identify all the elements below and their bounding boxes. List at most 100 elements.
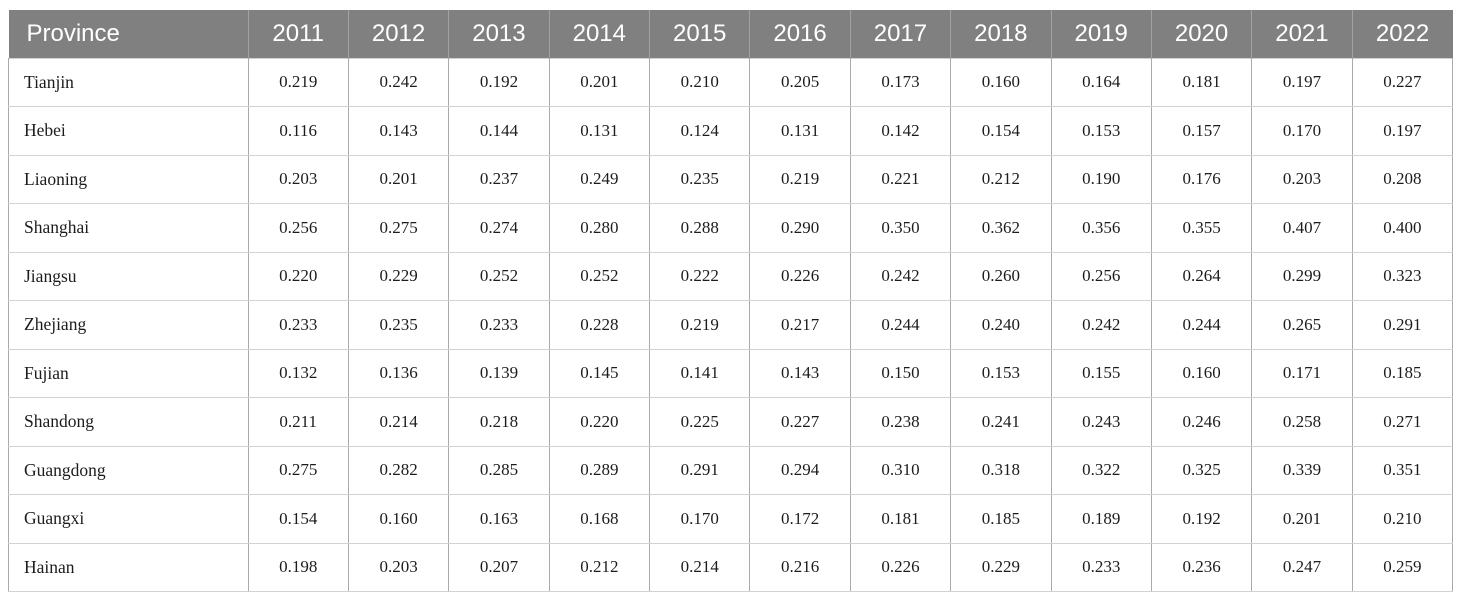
cell-hebei-2020: 0.157	[1150, 106, 1253, 156]
cell-jiangsu-2019: 0.256	[1050, 251, 1152, 301]
cell-shanghai-2020: 0.355	[1150, 203, 1253, 253]
header-cell-2016: 2016	[749, 10, 851, 58]
cell-shandong-2013: 0.218	[448, 397, 550, 447]
cell-guangdong-2014: 0.289	[548, 445, 651, 495]
cell-shanghai-2014: 0.280	[548, 203, 651, 253]
cell-jiangsu-2016: 0.226	[749, 251, 851, 301]
cell-hebei-2013: 0.144	[448, 106, 550, 156]
cell-liaoning-2020: 0.176	[1150, 154, 1253, 204]
row-label-liaoning: Liaoning	[8, 154, 249, 204]
cell-guangxi-2021: 0.201	[1251, 494, 1353, 544]
cell-guangxi-2013: 0.163	[448, 494, 550, 544]
row-label-hebei: Hebei	[8, 106, 249, 156]
cell-guangxi-2022: 0.210	[1351, 494, 1454, 544]
table-body: Tianjin 0.219 0.242 0.192 0.201 0.210 0.205 0.1…	[8, 57, 1454, 592]
cell-shanghai-2017: 0.350	[849, 203, 952, 253]
cell-tianjin-2020: 0.181	[1150, 57, 1253, 107]
cell-shandong-2014: 0.220	[548, 397, 651, 447]
cell-jiangsu-2015: 0.222	[648, 251, 751, 301]
cell-hebei-2019: 0.153	[1050, 106, 1152, 156]
cell-guangxi-2017: 0.181	[849, 494, 952, 544]
cell-tianjin-2017: 0.173	[849, 57, 952, 107]
cell-hainan-2015: 0.214	[648, 542, 751, 592]
cell-liaoning-2021: 0.203	[1251, 154, 1353, 204]
cell-tianjin-2014: 0.201	[548, 57, 651, 107]
cell-fujian-2015: 0.141	[648, 348, 751, 398]
cell-zhejiang-2017: 0.244	[849, 300, 952, 350]
cell-jiangsu-2021: 0.299	[1251, 251, 1353, 301]
cell-guangdong-2012: 0.282	[347, 445, 450, 495]
cell-hebei-2022: 0.197	[1351, 106, 1454, 156]
cell-shandong-2017: 0.238	[849, 397, 952, 447]
header-cell-2020: 2020	[1150, 10, 1252, 58]
cell-liaoning-2022: 0.208	[1351, 154, 1454, 204]
cell-shandong-2016: 0.227	[749, 397, 851, 447]
header-cell-2018: 2018	[950, 10, 1051, 58]
cell-guangxi-2015: 0.170	[648, 494, 751, 544]
cell-hainan-2017: 0.226	[849, 542, 952, 592]
cell-guangdong-2018: 0.318	[950, 445, 1052, 495]
cell-guangxi-2014: 0.168	[548, 494, 651, 544]
cell-hainan-2014: 0.212	[548, 542, 651, 592]
cell-guangxi-2012: 0.160	[347, 494, 450, 544]
cell-hebei-2012: 0.143	[347, 106, 450, 156]
cell-shandong-2022: 0.271	[1351, 397, 1454, 447]
cell-zhejiang-2021: 0.265	[1251, 300, 1353, 350]
cell-liaoning-2011: 0.203	[247, 154, 349, 204]
cell-guangxi-2018: 0.185	[950, 494, 1052, 544]
cell-liaoning-2015: 0.235	[648, 154, 751, 204]
cell-fujian-2021: 0.171	[1251, 348, 1353, 398]
cell-fujian-2016: 0.143	[749, 348, 851, 398]
table-row-shanghai: Shanghai 0.256 0.275 0.274 0.280 0.288 0.290 0.…	[8, 203, 1454, 253]
header-cell-2021: 2021	[1251, 10, 1353, 58]
province-year-table: Province 2011 2012 2013 2014 2015 2016 2017 2018…	[8, 10, 1454, 592]
cell-hainan-2022: 0.259	[1351, 542, 1454, 592]
row-label-zhejiang: Zhejiang	[8, 300, 249, 350]
cell-hainan-2013: 0.207	[448, 542, 550, 592]
cell-zhejiang-2019: 0.242	[1050, 300, 1152, 350]
cell-guangdong-2011: 0.275	[247, 445, 349, 495]
cell-zhejiang-2013: 0.233	[448, 300, 550, 350]
row-label-jiangsu: Jiangsu	[8, 251, 249, 301]
cell-shanghai-2019: 0.356	[1050, 203, 1152, 253]
cell-guangdong-2021: 0.339	[1251, 445, 1353, 495]
cell-hainan-2018: 0.229	[950, 542, 1052, 592]
cell-fujian-2012: 0.136	[347, 348, 450, 398]
cell-shanghai-2018: 0.362	[950, 203, 1052, 253]
header-cell-2022: 2022	[1351, 10, 1453, 58]
row-label-guangxi: Guangxi	[8, 494, 249, 544]
cell-shandong-2019: 0.243	[1050, 397, 1152, 447]
cell-tianjin-2012: 0.242	[347, 57, 450, 107]
cell-liaoning-2016: 0.219	[749, 154, 851, 204]
cell-hainan-2016: 0.216	[749, 542, 851, 592]
table-header-row: Province 2011 2012 2013 2014 2015 2016 2017 2018…	[8, 10, 1453, 58]
cell-tianjin-2022: 0.227	[1351, 57, 1454, 107]
cell-guangxi-2016: 0.172	[749, 494, 851, 544]
cell-jiangsu-2018: 0.260	[950, 251, 1052, 301]
row-label-shandong: Shandong	[8, 397, 249, 447]
header-cell-2019: 2019	[1050, 10, 1152, 58]
cell-hainan-2019: 0.233	[1050, 542, 1152, 592]
cell-hebei-2016: 0.131	[749, 106, 851, 156]
cell-guangxi-2020: 0.192	[1150, 494, 1253, 544]
cell-guangdong-2022: 0.351	[1351, 445, 1454, 495]
table-row-tianjin: Tianjin 0.219 0.242 0.192 0.201 0.210 0.205 0.1…	[8, 57, 1454, 107]
cell-liaoning-2014: 0.249	[548, 154, 651, 204]
cell-shandong-2020: 0.246	[1150, 397, 1253, 447]
cell-fujian-2011: 0.132	[247, 348, 349, 398]
table-row-hebei: Hebei 0.116 0.143 0.144 0.131 0.124 0.131 0.142…	[8, 106, 1454, 156]
cell-guangdong-2017: 0.310	[849, 445, 952, 495]
cell-guangdong-2016: 0.294	[749, 445, 851, 495]
header-cell-2011: 2011	[247, 10, 349, 58]
cell-guangxi-2011: 0.154	[247, 494, 349, 544]
cell-liaoning-2018: 0.212	[950, 154, 1052, 204]
header-cell-2013: 2013	[448, 10, 550, 58]
cell-tianjin-2019: 0.164	[1050, 57, 1152, 107]
cell-fujian-2017: 0.150	[849, 348, 952, 398]
table-row-liaoning: Liaoning 0.203 0.201 0.237 0.249 0.235 0.219 0.…	[8, 154, 1454, 204]
header-cell-province: Province	[8, 10, 248, 58]
cell-shanghai-2011: 0.256	[247, 203, 349, 253]
cell-shandong-2021: 0.258	[1251, 397, 1353, 447]
row-label-shanghai: Shanghai	[8, 203, 249, 253]
header-cell-2012: 2012	[347, 10, 449, 58]
